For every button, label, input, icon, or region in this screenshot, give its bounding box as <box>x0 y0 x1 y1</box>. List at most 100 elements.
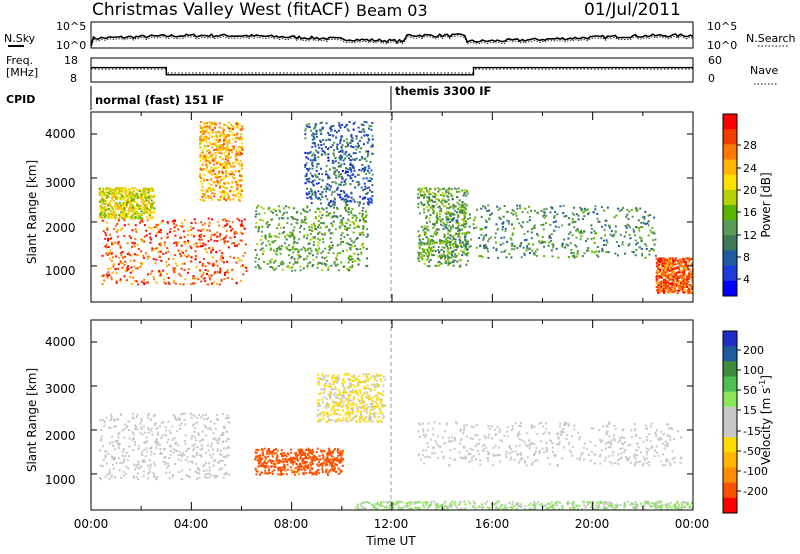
power-cell <box>106 254 109 257</box>
power-cell <box>135 192 138 195</box>
power-cell <box>226 271 229 274</box>
velocity-cell <box>330 461 333 464</box>
power-cell <box>350 134 353 136</box>
power-cell <box>125 204 128 207</box>
power-cell <box>571 234 574 237</box>
velocity-cell <box>159 448 162 450</box>
power-cell <box>198 238 201 241</box>
power-cell <box>573 213 576 216</box>
power-cell <box>172 269 175 272</box>
power-cell <box>664 276 667 279</box>
power-cell <box>543 245 546 248</box>
velocity-cell <box>218 438 221 441</box>
power-cell <box>462 209 465 212</box>
power-cell <box>153 248 156 251</box>
power-cell <box>237 122 240 125</box>
velocity-cell <box>305 472 308 474</box>
power-cell <box>346 227 349 229</box>
power-cell <box>445 212 448 215</box>
power-cell <box>655 257 658 260</box>
power-cell <box>207 269 210 272</box>
power-cell <box>691 278 693 281</box>
power-cell <box>362 227 365 229</box>
power-cell <box>496 228 499 231</box>
velocity-cell <box>124 423 126 426</box>
power-cell <box>121 189 124 192</box>
power-cell <box>442 224 445 227</box>
power-cell <box>674 259 677 262</box>
velocity-cell <box>273 468 276 471</box>
velocity-cell <box>108 471 111 474</box>
power-cell <box>212 131 215 134</box>
power-cell <box>140 204 142 207</box>
power-cell <box>225 146 228 148</box>
power-cell <box>367 203 370 206</box>
power-cell <box>453 249 456 252</box>
power-cell <box>330 205 333 208</box>
power-cell <box>435 219 438 222</box>
velocity-cell <box>337 473 340 475</box>
power-cell <box>447 196 450 198</box>
power-cell <box>272 208 275 211</box>
power-cell <box>655 275 658 278</box>
power-cell <box>140 198 143 201</box>
power-cell <box>618 210 621 212</box>
power-cell <box>325 185 328 188</box>
power-cell <box>306 248 309 251</box>
power-cell <box>199 177 202 179</box>
power-cell <box>579 238 582 241</box>
power-cell <box>266 224 269 227</box>
power-cell <box>217 176 220 179</box>
power-cell <box>439 194 442 197</box>
power-cell <box>672 289 675 292</box>
power-cell <box>432 205 435 207</box>
power-cell <box>683 291 686 294</box>
power-cell <box>338 121 341 124</box>
power-cell <box>221 163 224 166</box>
power-cell <box>687 289 690 292</box>
power-cell <box>608 224 611 227</box>
power-cell <box>494 232 497 235</box>
power-cell <box>325 207 328 210</box>
power-cell <box>201 195 204 198</box>
power-cell <box>211 153 214 156</box>
power-cell <box>174 262 177 265</box>
power-cell <box>691 276 693 279</box>
power-cell <box>519 204 521 207</box>
power-cell <box>237 191 240 194</box>
power-cell <box>351 261 354 263</box>
velocity-cell <box>154 478 157 481</box>
power-cell <box>483 235 486 238</box>
velocity-cell <box>141 453 144 456</box>
power-cell <box>231 145 234 148</box>
power-cell <box>466 240 469 243</box>
velocity-cell <box>318 460 320 463</box>
power-cell <box>686 265 688 268</box>
power-cell <box>210 189 212 192</box>
power-cell <box>446 216 449 219</box>
power-cell <box>333 197 336 200</box>
power-cell <box>117 219 120 222</box>
power-cell <box>367 134 370 137</box>
power-cell <box>356 257 359 260</box>
power-cell <box>149 216 152 219</box>
power-cell <box>680 276 683 279</box>
power-cell <box>101 197 104 200</box>
velocity-cell <box>163 433 166 436</box>
power-cell <box>115 281 118 284</box>
power-cell <box>133 206 136 209</box>
power-cell <box>112 264 115 267</box>
power-cell <box>484 244 487 247</box>
velocity-cell <box>200 416 203 419</box>
power-cell <box>311 180 314 183</box>
power-cell <box>117 241 120 243</box>
power-cell <box>434 242 437 245</box>
power-cell <box>545 222 547 224</box>
velocity-cell <box>159 452 162 455</box>
power-cell <box>549 236 552 239</box>
velocity-cell <box>189 468 191 471</box>
power-cell <box>462 224 465 227</box>
power-cell <box>424 252 427 255</box>
power-cell <box>449 246 452 249</box>
power-cell <box>210 196 213 199</box>
